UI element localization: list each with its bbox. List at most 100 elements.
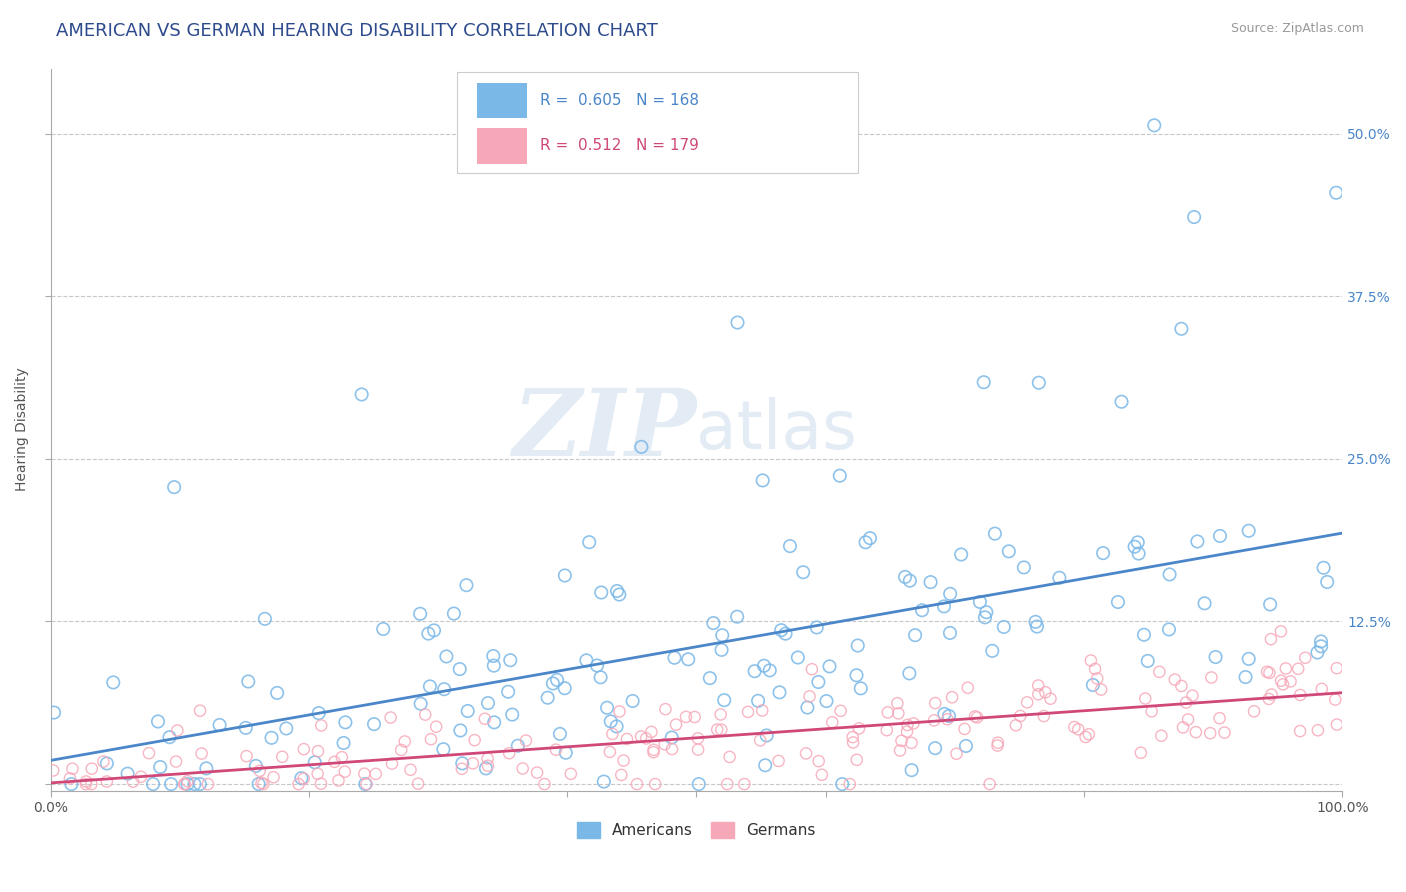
Point: [308, 706, 330, 720]
Point: [96, 756, 118, 771]
Point: [451, 756, 474, 771]
Point: [307, 766, 329, 780]
Point: [818, 659, 841, 673]
Point: [1275, 661, 1298, 675]
Point: [1084, 662, 1107, 676]
Point: [512, 762, 534, 776]
Point: [420, 732, 443, 747]
Point: [1194, 596, 1216, 610]
Point: [727, 316, 749, 330]
Point: [433, 682, 456, 697]
Point: [876, 706, 898, 720]
Point: [1157, 623, 1180, 637]
Point: [1310, 681, 1333, 696]
Point: [260, 731, 283, 745]
Point: [432, 742, 454, 756]
Text: Source: ZipAtlas.com: Source: ZipAtlas.com: [1230, 22, 1364, 36]
Point: [934, 706, 956, 721]
Point: [235, 721, 257, 735]
Point: [1182, 210, 1205, 224]
Point: [188, 777, 211, 791]
Point: [1143, 119, 1166, 133]
Point: [235, 749, 257, 764]
Point: [831, 777, 853, 791]
Text: R =  0.605   N = 168: R = 0.605 N = 168: [540, 94, 699, 108]
Point: [1310, 640, 1333, 654]
Point: [59, 772, 82, 786]
Point: [533, 777, 555, 791]
Point: [612, 754, 634, 768]
Point: [1136, 654, 1159, 668]
Point: [636, 731, 658, 746]
Point: [1080, 653, 1102, 667]
Point: [1187, 534, 1209, 549]
Point: [688, 742, 710, 756]
Point: [591, 585, 613, 599]
Text: ZIP: ZIP: [512, 384, 696, 475]
Point: [1081, 678, 1104, 692]
Point: [1039, 691, 1062, 706]
Point: [924, 696, 946, 710]
Point: [599, 745, 621, 759]
Point: [716, 777, 738, 791]
Point: [838, 777, 860, 791]
Point: [560, 767, 582, 781]
Point: [830, 704, 852, 718]
Point: [1047, 571, 1070, 585]
Point: [554, 681, 576, 696]
Point: [75, 774, 97, 789]
Point: [1312, 561, 1334, 575]
Point: [848, 722, 870, 736]
Text: R =  0.512   N = 179: R = 0.512 N = 179: [540, 138, 699, 153]
Point: [602, 727, 624, 741]
Point: [399, 763, 422, 777]
Point: [443, 607, 465, 621]
Point: [1170, 679, 1192, 693]
Point: [876, 723, 898, 738]
Point: [855, 535, 877, 549]
Point: [733, 777, 755, 791]
Point: [449, 723, 471, 738]
Point: [436, 649, 458, 664]
Point: [749, 733, 772, 747]
Point: [142, 777, 165, 791]
Point: [664, 650, 686, 665]
Point: [554, 568, 576, 582]
Point: [630, 730, 652, 744]
Point: [474, 712, 496, 726]
Point: [506, 739, 529, 753]
Point: [702, 616, 724, 631]
Point: [1256, 665, 1278, 679]
FancyBboxPatch shape: [457, 72, 858, 173]
Y-axis label: Hearing Disability: Hearing Disability: [15, 368, 30, 491]
Point: [768, 685, 790, 699]
Point: [103, 675, 125, 690]
Point: [363, 717, 385, 731]
Point: [607, 588, 630, 602]
Point: [183, 777, 205, 791]
Point: [758, 664, 780, 678]
Point: [418, 626, 440, 640]
Point: [253, 612, 276, 626]
Point: [755, 728, 778, 742]
Point: [353, 766, 375, 780]
Point: [356, 777, 378, 791]
Point: [423, 624, 446, 638]
Point: [271, 749, 294, 764]
Point: [188, 704, 211, 718]
Point: [828, 468, 851, 483]
Point: [166, 723, 188, 738]
Point: [643, 745, 665, 759]
Point: [849, 681, 872, 696]
Point: [932, 599, 955, 614]
Point: [42, 764, 65, 778]
Point: [815, 694, 838, 708]
Point: [498, 746, 520, 760]
Point: [117, 766, 139, 780]
Point: [807, 754, 830, 768]
Point: [1090, 682, 1112, 697]
Point: [554, 746, 576, 760]
Point: [609, 705, 631, 719]
Point: [621, 694, 644, 708]
Legend: Americans, Germans: Americans, Germans: [571, 816, 823, 845]
